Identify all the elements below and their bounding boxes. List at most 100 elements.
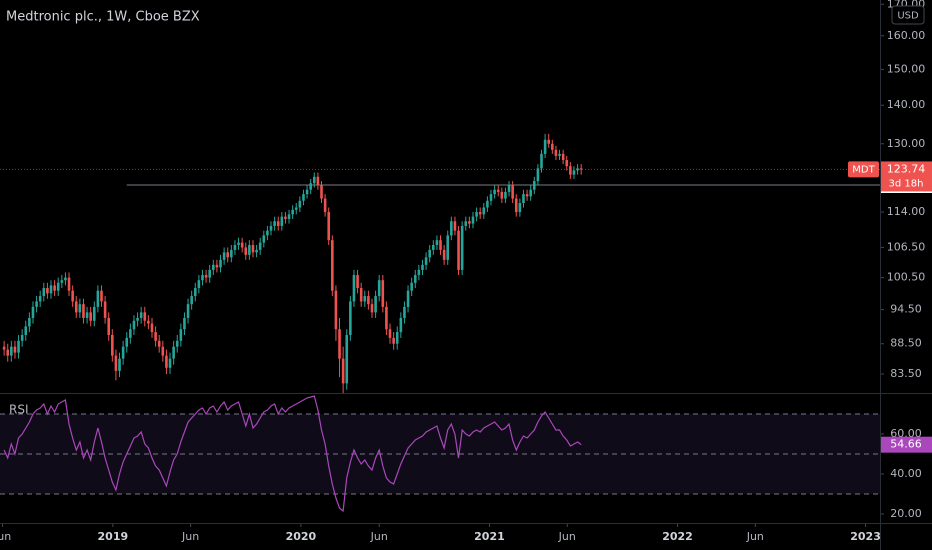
candle-body: [309, 183, 312, 190]
candle-body: [327, 212, 331, 241]
candle-body: [172, 346, 175, 359]
price-pane: [0, 133, 880, 393]
candle-body: [294, 207, 298, 210]
candle-body: [406, 290, 410, 307]
candle-body: [359, 288, 363, 302]
candle-body: [385, 306, 388, 330]
candle-body: [518, 203, 522, 213]
rsi-value-box: [881, 436, 932, 453]
candle-body: [64, 277, 67, 281]
candle-body: [338, 329, 341, 359]
candle-body: [143, 312, 147, 321]
candle-body: [168, 358, 172, 368]
candle-body: [212, 264, 215, 270]
candle-body: [10, 346, 13, 356]
candle-body: [35, 301, 38, 307]
rsi-pane: [0, 395, 880, 513]
candle-body: [46, 288, 49, 294]
candle-body: [175, 340, 179, 347]
candle-body: [417, 269, 421, 276]
candle-body: [230, 249, 233, 258]
candle-body: [579, 168, 583, 170]
candle-body: [111, 334, 114, 356]
candle-body: [38, 296, 42, 302]
candle-body: [377, 280, 381, 297]
candle-body: [20, 334, 24, 341]
candle-body: [536, 168, 540, 182]
x-tick-label: 2022: [662, 530, 693, 543]
candle-body: [349, 301, 352, 335]
candle-body: [255, 249, 258, 253]
candle-body: [125, 337, 129, 347]
candle-body: [132, 320, 136, 330]
candle-body: [464, 221, 468, 226]
y-tick-label: 130.00: [887, 137, 926, 150]
candle-body: [367, 296, 370, 305]
candle-body: [237, 242, 240, 246]
candle-body: [363, 296, 367, 302]
candle-body: [500, 191, 504, 199]
candle-body: [547, 139, 551, 144]
rsi-line: [3, 395, 582, 513]
candle-body: [186, 304, 190, 318]
candle-body: [49, 285, 53, 294]
candle-body: [374, 296, 377, 313]
candle-body: [381, 280, 385, 307]
candle-body: [468, 221, 471, 224]
candle-body: [305, 189, 309, 195]
candle-body: [370, 304, 374, 313]
candle-body: [532, 181, 536, 190]
candle-body: [388, 329, 392, 338]
y-tick-label: 140.00: [887, 98, 926, 111]
candle-body: [273, 221, 276, 226]
candle-body: [226, 252, 230, 258]
candle-body: [82, 304, 85, 318]
candle-body: [478, 212, 482, 215]
candle-body: [554, 149, 558, 156]
candle-body: [42, 288, 46, 297]
candle-body: [561, 153, 565, 161]
candle-body: [13, 346, 17, 353]
x-tick-label: 2020: [286, 530, 317, 543]
candle-body: [540, 153, 543, 169]
candle-body: [28, 317, 31, 327]
candle-body: [522, 194, 525, 204]
last-price-box: [881, 161, 932, 192]
candle-body: [435, 240, 439, 246]
candle-body: [208, 269, 211, 278]
candle-body: [107, 317, 111, 335]
candle-body: [244, 247, 248, 255]
x-tick-label: Jun: [558, 530, 576, 543]
candle-body: [486, 200, 489, 208]
chart-title: Medtronic plc., 1W, Cboe BZX: [6, 10, 200, 25]
candle-body: [572, 170, 576, 175]
candle-body: [262, 235, 266, 243]
candle-body: [543, 139, 547, 154]
candle-body: [17, 340, 20, 353]
candle-body: [558, 153, 561, 156]
candle-body: [525, 194, 529, 197]
y-tick-label: 83.50: [890, 367, 922, 380]
candle-body: [139, 312, 143, 318]
candle-body: [450, 221, 453, 236]
candle-body: [276, 221, 280, 226]
currency-box[interactable]: [891, 5, 925, 25]
candle-body: [240, 242, 244, 248]
candle-body: [302, 194, 305, 201]
candle-body: [395, 332, 399, 344]
candle-body: [392, 337, 395, 344]
candle-body: [251, 245, 255, 253]
candle-body: [341, 358, 345, 384]
candle-body: [114, 355, 118, 371]
candle-body: [100, 290, 103, 302]
y-tick-label: 100.50: [887, 271, 926, 284]
candle-body: [514, 198, 518, 213]
candle-body: [150, 323, 154, 333]
candle-body: [56, 282, 60, 291]
x-tick-label: 2021: [474, 530, 505, 543]
y-tick-label: 160.00: [887, 29, 926, 42]
y-tick-label: 106.50: [887, 240, 926, 253]
candle-body: [504, 191, 507, 199]
candle-body: [529, 189, 532, 197]
candle-body: [471, 216, 475, 224]
